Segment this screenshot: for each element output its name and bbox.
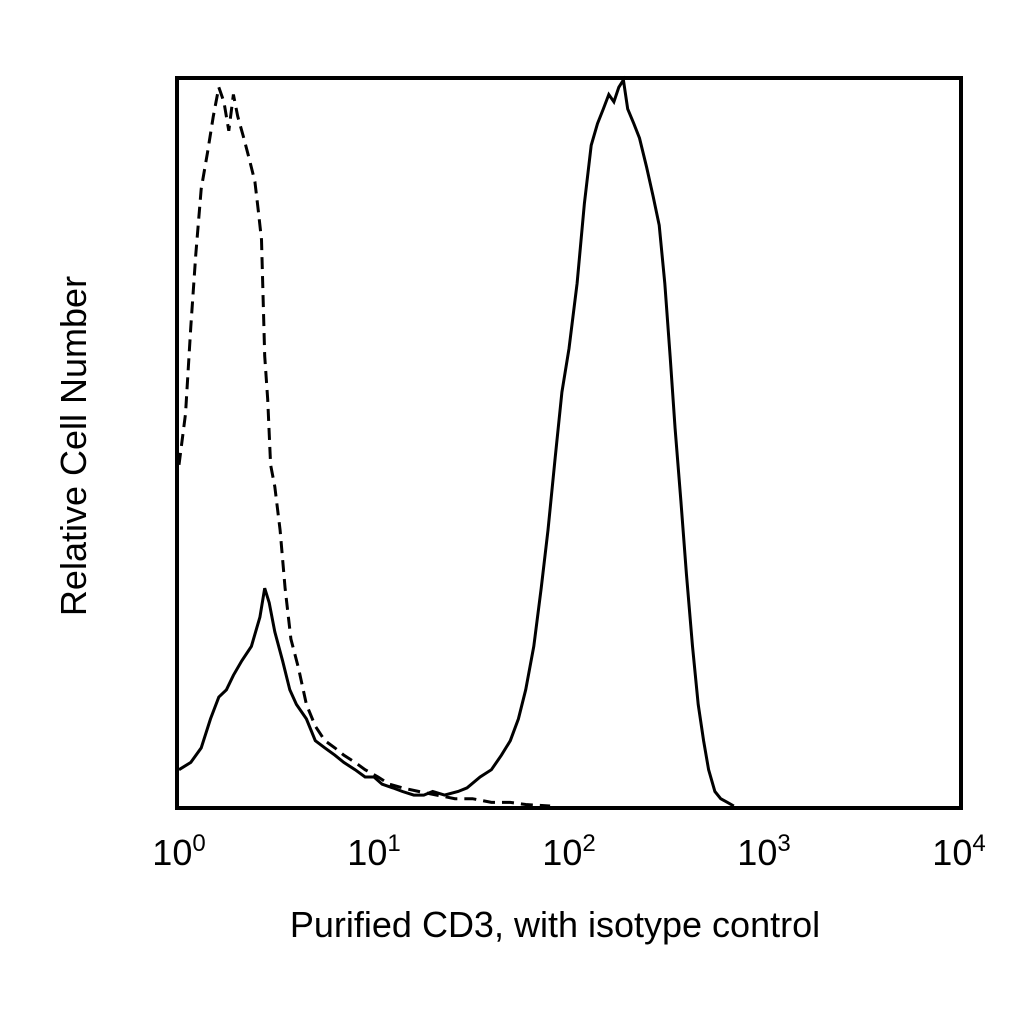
cd3-histogram bbox=[178, 75, 735, 808]
series-layer bbox=[177, 75, 735, 808]
x-tick-label: 104 bbox=[932, 830, 985, 873]
x-axis-title: Purified CD3, with isotype control bbox=[290, 904, 820, 945]
plot-frame bbox=[175, 76, 963, 810]
isotype-control-histogram bbox=[177, 81, 551, 808]
x-axis-tick-labels: 100 101 102 103 104 bbox=[152, 830, 985, 873]
x-tick-label: 103 bbox=[737, 830, 790, 873]
x-tick-label: 102 bbox=[542, 830, 595, 873]
x-tick-label: 100 bbox=[152, 830, 205, 873]
x-tick-label: 101 bbox=[347, 830, 400, 873]
plot-area bbox=[175, 75, 963, 810]
y-axis-title: Relative Cell Number bbox=[53, 276, 94, 616]
